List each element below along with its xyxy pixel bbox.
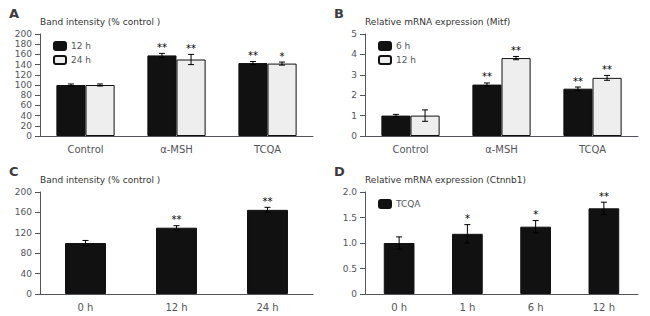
svg-text:12 h: 12 h	[593, 302, 615, 313]
svg-text:Band intensity (% control ): Band intensity (% control )	[40, 17, 160, 27]
svg-text:Control: Control	[392, 144, 428, 155]
svg-text:A: A	[9, 6, 19, 21]
svg-text:0: 0	[351, 289, 357, 299]
svg-text:1: 1	[351, 111, 357, 121]
svg-text:20: 20	[21, 121, 33, 131]
svg-text:1 h: 1 h	[459, 302, 475, 313]
svg-text:0: 0	[26, 131, 32, 141]
svg-text:160: 160	[15, 49, 32, 59]
svg-text:24 h: 24 h	[71, 55, 91, 65]
svg-text:180: 180	[15, 39, 32, 49]
svg-text:*: *	[280, 51, 285, 62]
svg-text:40: 40	[21, 269, 33, 279]
svg-text:120: 120	[15, 70, 32, 80]
svg-text:D: D	[334, 164, 345, 179]
svg-text:1.5: 1.5	[343, 213, 357, 223]
svg-text:0 h: 0 h	[391, 302, 407, 313]
svg-text:TCQA: TCQA	[253, 144, 281, 155]
svg-text:*: *	[465, 213, 470, 224]
svg-text:80: 80	[21, 248, 33, 258]
svg-text:80: 80	[21, 90, 33, 100]
svg-text:**: **	[511, 45, 521, 56]
svg-text:0.5: 0.5	[343, 264, 357, 274]
svg-text:**: **	[186, 43, 196, 54]
svg-text:Relative mRNA expression (Ctnn: Relative mRNA expression (Ctnnb1)	[365, 175, 526, 185]
svg-text:5: 5	[351, 29, 357, 39]
svg-text:**: **	[157, 42, 167, 53]
svg-text:160: 160	[15, 207, 32, 217]
svg-text:**: **	[172, 214, 182, 225]
svg-text:2: 2	[351, 90, 357, 100]
svg-text:0 h: 0 h	[78, 302, 94, 313]
svg-text:12 h: 12 h	[71, 41, 91, 51]
svg-text:**: **	[482, 71, 492, 82]
svg-text:100: 100	[15, 80, 32, 90]
svg-text:TCQA: TCQA	[578, 144, 606, 155]
svg-text:Band intensity (% control ): Band intensity (% control )	[40, 175, 160, 185]
svg-text:24 h: 24 h	[256, 302, 278, 313]
svg-text:140: 140	[15, 60, 32, 70]
svg-text:60: 60	[21, 100, 33, 110]
svg-text:**: **	[573, 76, 583, 87]
svg-text:6 h: 6 h	[528, 302, 544, 313]
svg-text:200: 200	[15, 29, 32, 39]
svg-text:4: 4	[351, 49, 357, 59]
svg-text:B: B	[334, 6, 344, 21]
svg-text:**: **	[599, 191, 609, 202]
svg-text:α-MSH: α-MSH	[485, 144, 518, 155]
svg-text:C: C	[9, 164, 19, 179]
svg-text:3: 3	[351, 70, 357, 80]
svg-text:**: **	[602, 64, 612, 75]
svg-text:6 h: 6 h	[396, 41, 410, 51]
svg-text:120: 120	[15, 228, 32, 238]
svg-text:40: 40	[21, 111, 33, 121]
svg-text:2.0: 2.0	[343, 187, 358, 197]
svg-text:α-MSH: α-MSH	[160, 144, 193, 155]
svg-text:**: **	[248, 50, 258, 61]
svg-text:0: 0	[351, 131, 357, 141]
svg-text:TCQA: TCQA	[395, 199, 421, 209]
svg-text:12 h: 12 h	[165, 302, 187, 313]
svg-text:*: *	[533, 209, 538, 220]
svg-text:Control: Control	[67, 144, 103, 155]
svg-text:0: 0	[26, 289, 32, 299]
svg-text:200: 200	[15, 187, 32, 197]
svg-text:12 h: 12 h	[396, 55, 416, 65]
svg-text:1.0: 1.0	[343, 238, 358, 248]
svg-text:Relative mRNA expression (Mitf: Relative mRNA expression (Mitf)	[365, 17, 510, 27]
svg-text:**: **	[263, 196, 273, 207]
